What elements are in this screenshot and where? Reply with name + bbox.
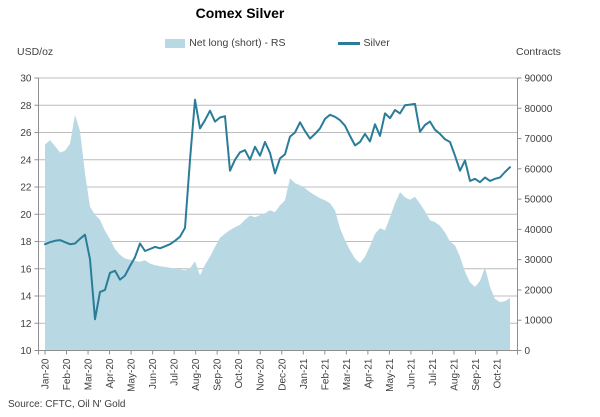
right-axis-label: 20000 xyxy=(525,285,553,296)
x-axis-label: Sep-20 xyxy=(213,358,224,391)
x-axis-label: Apr-20 xyxy=(105,358,116,388)
right-axis-label: 0 xyxy=(525,346,531,357)
left-axis-label: 26 xyxy=(20,128,32,139)
x-axis-label: Nov-20 xyxy=(256,358,267,391)
x-axis-label: Jun-20 xyxy=(148,358,159,389)
x-axis-label: Dec-20 xyxy=(277,358,288,391)
left-axis-unit: USD/oz xyxy=(17,46,54,58)
left-axis-label: 18 xyxy=(20,237,32,248)
line-swatch-icon xyxy=(337,41,360,45)
x-axis-label: Jan-20 xyxy=(41,358,52,389)
x-axis-label: Feb-20 xyxy=(62,358,73,390)
x-axis-label: Oct-21 xyxy=(493,358,504,388)
left-axis-label: 30 xyxy=(20,74,32,85)
x-axis-label: Feb-21 xyxy=(320,358,331,390)
x-axis-label: Jun-21 xyxy=(406,358,417,389)
x-axis-label: Aug-20 xyxy=(191,358,202,391)
right-axis-label: 90000 xyxy=(525,74,553,85)
x-axis-label: Mar-21 xyxy=(342,358,353,390)
net-long-area xyxy=(45,114,510,351)
left-axis-label: 12 xyxy=(20,319,32,330)
left-axis-label: 10 xyxy=(20,346,32,357)
left-axis-label: 28 xyxy=(20,101,32,112)
legend-item-silver: Silver xyxy=(337,37,390,49)
chart-legend: Net long (short) - RS Silver xyxy=(0,36,555,50)
x-axis-label: Mar-20 xyxy=(84,358,95,390)
right-axis-label: 80000 xyxy=(525,104,553,115)
x-axis-label: Aug-21 xyxy=(449,358,460,391)
right-axis-label: 40000 xyxy=(525,225,553,236)
legend-item-net-long: Net long (short) - RS xyxy=(165,37,286,49)
right-axis-label: 60000 xyxy=(525,164,553,175)
left-axis-label: 22 xyxy=(20,183,32,194)
right-axis-label: 30000 xyxy=(525,255,553,266)
right-axis-label: 50000 xyxy=(525,195,553,206)
left-axis-label: 14 xyxy=(20,292,32,303)
left-axis-label: 16 xyxy=(20,264,32,275)
silver-line xyxy=(44,98,511,321)
right-axis-unit: Contracts xyxy=(516,46,561,58)
right-axis-label: 70000 xyxy=(525,134,553,145)
right-axis-label: 10000 xyxy=(525,316,553,327)
source-note: Source: CFTC, Oil N' Gold xyxy=(8,399,126,410)
x-axis-label: Jul-21 xyxy=(428,358,439,386)
x-axis-label: Sep-21 xyxy=(471,358,482,391)
x-axis-label: Apr-21 xyxy=(363,358,374,388)
x-axis-label: Jan-21 xyxy=(299,358,310,389)
chart-title: Comex Silver xyxy=(195,5,285,21)
legend-label-net-long: Net long (short) - RS xyxy=(189,37,286,49)
x-axis-label: Oct-20 xyxy=(234,358,245,388)
area-swatch-icon xyxy=(165,38,186,48)
x-axis-label: Jul-20 xyxy=(170,358,181,386)
legend-label-silver: Silver xyxy=(363,37,390,49)
left-axis-label: 24 xyxy=(20,155,32,166)
x-axis-label: May-20 xyxy=(127,358,138,392)
left-axis-label: 20 xyxy=(20,210,32,221)
x-axis-label: May-21 xyxy=(385,358,396,392)
